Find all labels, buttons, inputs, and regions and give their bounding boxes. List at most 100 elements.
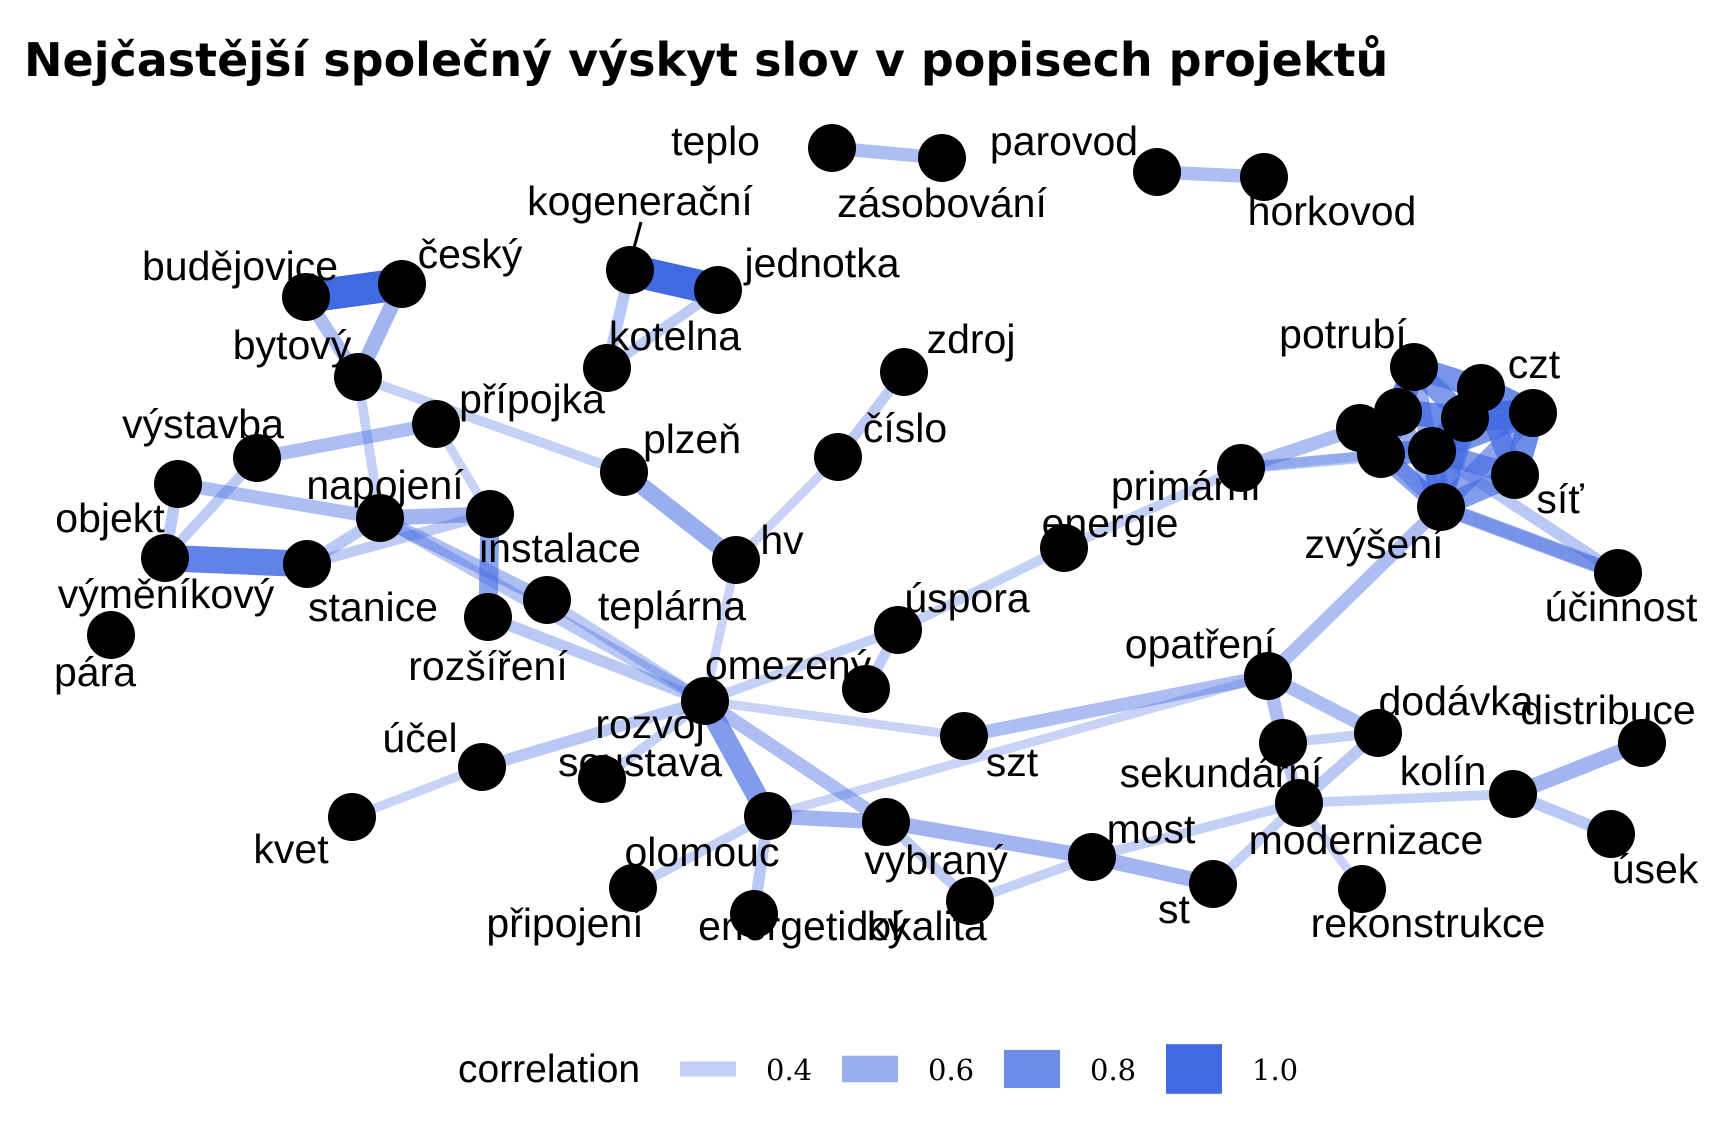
node-vymenikovy (141, 534, 189, 582)
node-label-objekt: objekt (55, 495, 165, 541)
node-energie (1040, 524, 1088, 572)
legend: correlation 0.4 0.6 0.8 1.0 (458, 1044, 1298, 1094)
edge-vybrany-most (884, 814, 1094, 865)
node-label-usek: úsek (1612, 846, 1699, 892)
node-usek (1587, 810, 1635, 858)
node-label-cesky: český (418, 231, 523, 277)
node-czt_b (1374, 388, 1422, 436)
legend-label-0: 0.4 (766, 1053, 812, 1087)
edge-cislo-hv (732, 453, 842, 564)
node-modernizace (1275, 779, 1323, 827)
node-pripojeni (609, 864, 657, 912)
node-label-modernizace: modernizace (1249, 817, 1484, 863)
node-distribuce (1618, 719, 1666, 767)
legend-key-2 (1004, 1049, 1060, 1089)
nodes-layer (87, 124, 1666, 938)
edge-olomouc-pripojeni (630, 811, 771, 893)
node-bytovy (334, 353, 382, 401)
edge-modernizace-kolin (1298, 789, 1514, 808)
node-label-ucel: účel (382, 715, 457, 761)
node-label-plzen: plzeň (643, 416, 741, 462)
legend-key-0 (680, 1061, 736, 1077)
node-label-instalace: instalace (479, 525, 641, 571)
edge-olomouc-opatreni (766, 671, 1270, 821)
node-label-vybrany: vybraný (864, 837, 1008, 883)
node-label-energie: energie (1042, 500, 1179, 546)
node-zvyseni (1417, 483, 1465, 531)
node-czt_c (1357, 430, 1405, 478)
node-label-czt: czt (1508, 341, 1561, 387)
edge-stanice-instalace (305, 508, 492, 570)
edge-vystavba-pripojka (255, 417, 438, 465)
node-label-distribuce: distribuce (1520, 687, 1695, 733)
node-kolin (1489, 770, 1537, 818)
node-label-potrubi: potrubí (1279, 311, 1407, 357)
edge-most-modernizace (1090, 798, 1301, 862)
node-label-rozvoj: rozvoj (595, 701, 704, 747)
edge-rozvoj-vybrany (701, 695, 890, 828)
node-label-napojeni: napojení (306, 462, 464, 508)
edge-rozvoj-szt (704, 696, 965, 741)
edge-hv-rozvoj (700, 559, 741, 702)
node-label-kolin: kolín (1400, 748, 1487, 794)
node-instalace (466, 490, 514, 538)
edge-energie-primarni (1062, 463, 1243, 553)
node-label-budejovice: budějovice (142, 243, 338, 289)
node-most (1068, 833, 1116, 881)
edge-rozsireni-rozvoj (485, 611, 708, 707)
edge-teplarna-rozvoj (544, 595, 708, 706)
node-label-sekundarni: sekundární (1120, 750, 1323, 796)
node-label-sit: síť (1536, 476, 1584, 522)
node-st (1189, 860, 1237, 908)
node-label-teplarna: teplárna (598, 583, 746, 629)
edge-zvyseni-ucinnost (1438, 500, 1621, 580)
node-label-vystavba: výstavba (122, 401, 284, 447)
node-objekt (154, 460, 202, 508)
node-olomouc (744, 792, 792, 840)
node-sit (1491, 451, 1539, 499)
node-label-zdroj: zdroj (927, 316, 1016, 362)
node-zasobovani (918, 134, 966, 182)
node-hv (712, 536, 760, 584)
node-opatreni (1244, 652, 1292, 700)
node-cesky (378, 260, 426, 308)
node-primarni (1217, 444, 1265, 492)
legend-label-1: 0.6 (928, 1053, 974, 1087)
edge-czt_e-ucinnost (1428, 446, 1622, 578)
edge-zvyseni-ucinnost (1438, 499, 1621, 581)
node-label-cislo: číslo (863, 405, 947, 451)
node-label-kogeneracni: kogenerační (527, 178, 753, 224)
node-label-primarni: primární (1111, 463, 1262, 509)
node-uspora (874, 606, 922, 654)
legend-title: correlation (458, 1048, 640, 1091)
node-vybrany (862, 798, 910, 846)
node-soustava (578, 755, 626, 803)
node-label-pripojeni: připojení (486, 900, 644, 946)
node-label-teplo: teplo (671, 118, 760, 164)
node-label-energeticky: energetický (698, 903, 908, 949)
node-label-pripojka: přípojka (459, 376, 605, 422)
node-label-parovod: parovod (990, 118, 1138, 164)
node-rekonstrukce (1338, 865, 1386, 913)
node-omezeny (842, 665, 890, 713)
node-horkovod (1240, 153, 1288, 201)
legend-items: 0.4 0.6 0.8 1.0 (680, 1044, 1298, 1094)
label-leader-line (632, 221, 643, 249)
edge-bytovy-plzen (356, 372, 626, 477)
edge-rozvoj-uspora (703, 625, 900, 706)
node-label-soustava: soustava (558, 739, 722, 785)
node-label-omezeny: omezený (705, 642, 872, 688)
legend-key-bg-0 (680, 1044, 736, 1094)
node-label-stanice: stanice (308, 584, 438, 630)
node-label-opatreni: opatření (1125, 621, 1276, 667)
node-label-horkovod: horkovod (1248, 188, 1417, 234)
legend-label-2: 0.8 (1090, 1053, 1136, 1087)
node-ucel (458, 743, 506, 791)
node-label-lokalita: lokalita (859, 903, 987, 949)
node-label-vymenikovy: výměníkový (58, 571, 275, 617)
node-napojeni (356, 494, 404, 542)
node-label-zvyseni: zvýšení (1305, 521, 1445, 567)
legend-label-3: 1.0 (1252, 1053, 1298, 1087)
node-jednotka (694, 266, 742, 314)
